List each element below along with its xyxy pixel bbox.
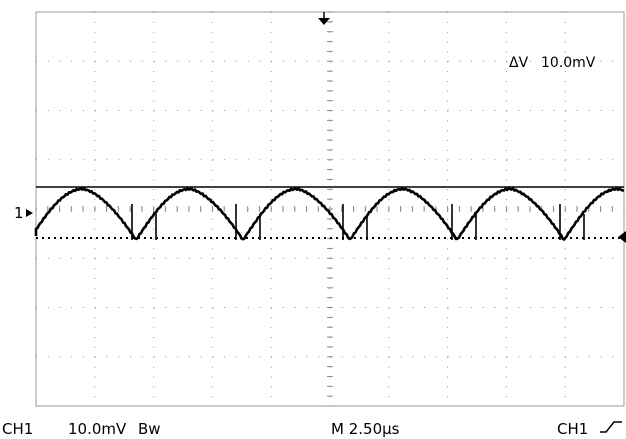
channel-label: CH1 bbox=[2, 420, 33, 438]
left-arrow-icon[interactable] bbox=[618, 231, 626, 243]
trigger-source: CH1 bbox=[557, 420, 588, 438]
delta-v-label: ΔV bbox=[509, 55, 529, 71]
ch1-waveform-trace bbox=[34, 187, 625, 241]
graticule bbox=[35, 11, 625, 407]
bandwidth-limit-indicator: Bw bbox=[138, 420, 161, 438]
channel-scale: 10.0mV bbox=[68, 420, 127, 438]
timebase-readout: M 2.50µs bbox=[331, 420, 400, 438]
down-arrow-icon[interactable] bbox=[318, 12, 330, 25]
channel-marker-label: 1 bbox=[14, 204, 24, 222]
waveform-spikes bbox=[131, 204, 585, 240]
rising-edge-icon bbox=[600, 421, 622, 433]
right-arrow-icon[interactable] bbox=[26, 209, 33, 217]
delta-v-value: 10.0mV bbox=[541, 55, 596, 71]
